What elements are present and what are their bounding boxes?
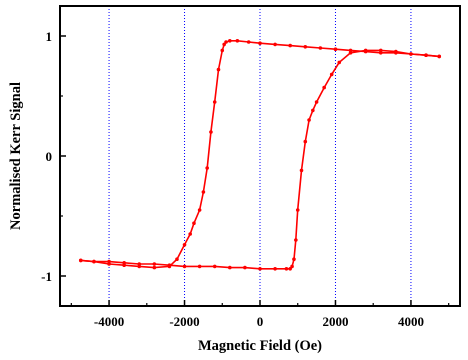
data-point [92,259,96,264]
series-line [80,39,440,269]
data-point [78,258,83,263]
data-point [152,262,157,266]
data-point [333,47,338,51]
data-point [437,54,442,59]
data-point [212,264,217,269]
data-point [288,267,292,271]
data-point [197,208,202,212]
data-point [322,85,326,90]
y-axis: -1 0 1 [41,29,66,284]
data-point [216,67,221,72]
data-point [273,42,277,47]
data-point [303,139,308,144]
data-point [394,49,398,54]
y-axis-title: Normalised Kerr Signal [8,82,24,230]
data-point [175,257,179,262]
data-point [188,232,192,236]
data-point [303,45,308,49]
x-tick-label: 2000 [322,314,348,329]
data-series [78,39,442,271]
data-point [292,257,296,262]
data-point [299,168,304,173]
grid-lines [108,6,412,306]
data-point [295,208,300,212]
data-point [205,166,209,170]
data-point [258,41,262,45]
data-point [152,265,157,270]
x-tick-label: 0 [257,314,264,329]
data-point [348,51,353,55]
x-tick-label: -2000 [169,314,199,329]
data-point [197,264,202,269]
data-point [284,267,289,271]
data-point [228,39,232,43]
x-axis-title: Magnetic Field (Oe) [198,338,322,354]
data-point [107,259,111,264]
data-point [258,267,262,271]
data-point [311,108,315,113]
data-point [182,243,187,247]
data-point [228,265,232,270]
data-point [246,40,251,44]
data-point [209,130,213,134]
data-point [220,48,225,53]
data-point [318,46,323,50]
data-point [273,267,277,271]
data-point [294,238,298,242]
data-point [363,48,368,53]
x-tick-label: 4000 [398,314,424,329]
data-point [201,190,206,194]
data-point [307,118,311,122]
data-point [212,100,217,104]
x-tick-label: -4000 [94,314,124,329]
data-point [243,265,247,270]
data-point [137,262,142,266]
y-tick-label: 0 [46,149,53,164]
x-axis: -4000 -2000 0 2000 4000 [70,300,450,329]
data-point [337,60,342,65]
data-point [235,39,240,43]
data-point [409,52,413,56]
y-tick-label: -1 [41,269,52,284]
y-tick-label: 1 [46,29,53,44]
data-point [224,40,228,44]
data-point [424,53,428,57]
data-point [182,264,187,269]
data-point [167,263,172,268]
data-point [329,72,334,77]
data-point [288,43,292,48]
data-point [378,48,383,53]
data-point [314,100,319,104]
data-point [192,221,196,225]
data-point [122,261,126,265]
